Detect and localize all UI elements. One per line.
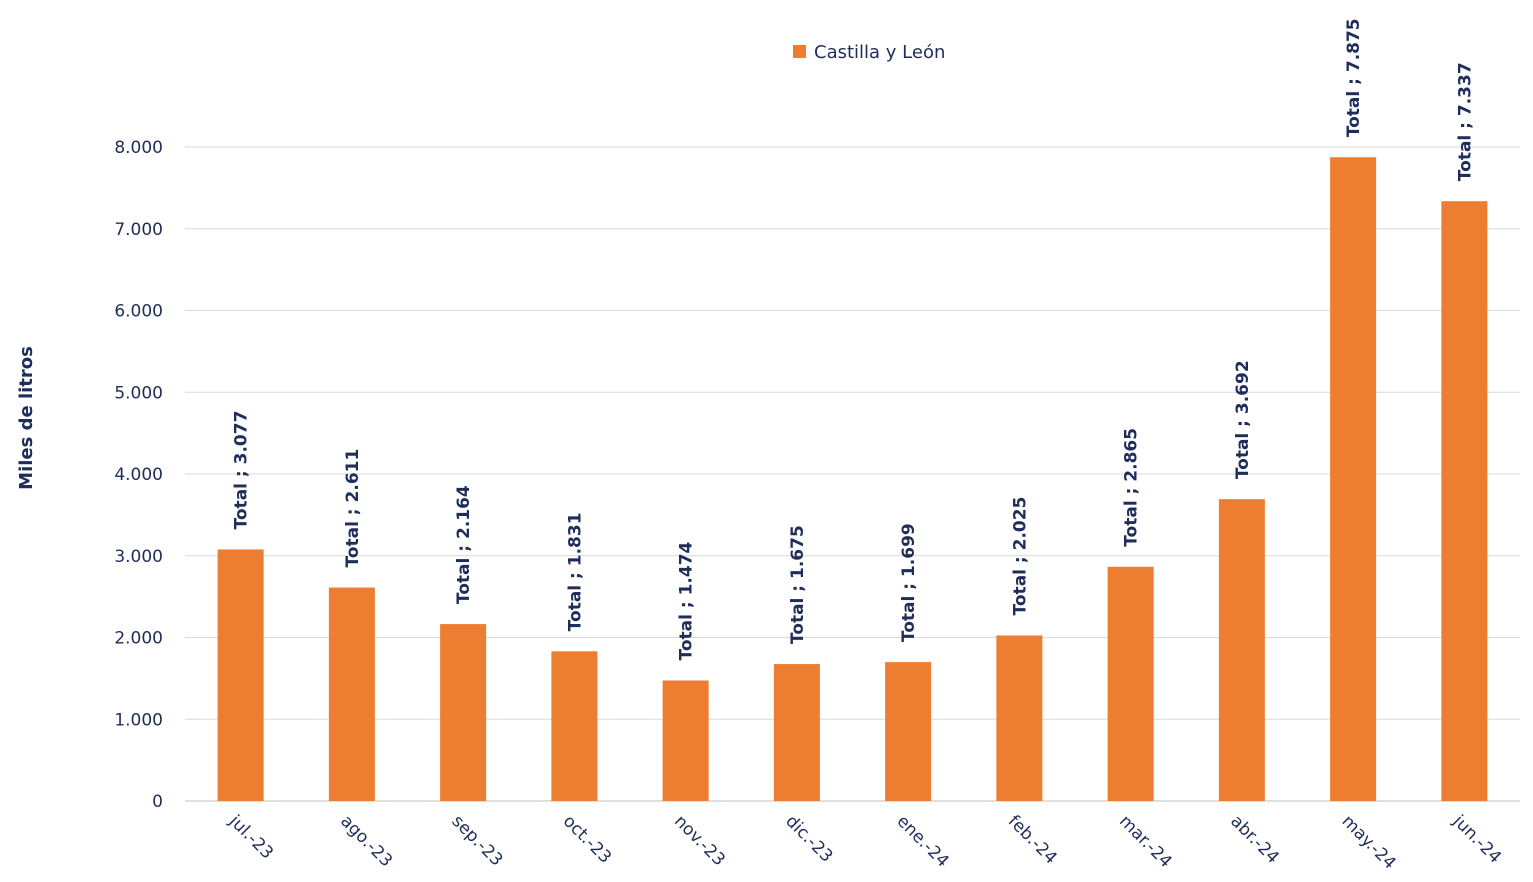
- data-label: Total ; 2.164: [454, 485, 474, 604]
- bar: [662, 680, 709, 801]
- data-label: Total ; 3.692: [1233, 360, 1253, 479]
- bar: [1441, 201, 1488, 801]
- x-tick-label: feb.-24: [1004, 811, 1061, 868]
- x-tick-label: nov.-23: [670, 811, 729, 870]
- bar: [328, 587, 375, 801]
- data-label: Total ; 1.699: [899, 523, 919, 642]
- data-label: Total ; 2.865: [1122, 428, 1142, 547]
- y-tick-label: 8.000: [114, 138, 163, 158]
- y-tick-label: 5.000: [114, 383, 163, 403]
- x-tick-label: jul.-23: [224, 811, 277, 864]
- y-tick-label: 4.000: [114, 465, 163, 485]
- bar: [885, 662, 932, 801]
- x-tick-label: ene.-24: [893, 811, 953, 871]
- x-tick-label: abr.-24: [1226, 811, 1282, 867]
- x-tick-label: jun.-24: [1448, 811, 1505, 868]
- y-tick-label: 3.000: [114, 547, 163, 567]
- bar: [1218, 499, 1265, 801]
- legend: Castilla y León: [793, 42, 945, 63]
- data-label: Total ; 1.831: [565, 512, 585, 631]
- y-tick-label: 2.000: [114, 629, 163, 649]
- legend-label: Castilla y León: [814, 42, 945, 63]
- gridlines: [185, 146, 1520, 802]
- data-label: Total ; 7.875: [1344, 18, 1364, 137]
- bars: [217, 157, 1488, 801]
- bar: [440, 624, 487, 801]
- data-label: Total ; 1.675: [788, 525, 808, 644]
- bar: [217, 549, 264, 801]
- legend-swatch: [793, 45, 806, 58]
- bar: [996, 635, 1043, 801]
- y-axis-title: Miles de litros: [16, 346, 37, 490]
- y-tick-label: 1.000: [114, 710, 163, 730]
- data-labels: Total ; 3.077 Total ; 2.611 Total ; 2.164 T…: [232, 18, 1476, 660]
- y-tick-label: 6.000: [114, 302, 163, 322]
- x-tick-label: sep.-23: [448, 811, 507, 870]
- bar: [1107, 566, 1154, 801]
- bar: [1330, 157, 1377, 801]
- data-label: Total ; 1.474: [677, 541, 697, 660]
- x-tick-label: dic.-23: [781, 811, 836, 866]
- x-tick-label: oct.-23: [559, 811, 615, 867]
- x-axis-ticks: jul.-23 ago.-23 sep.-23 oct.-23 nov.-23 dic.-…: [224, 811, 1505, 874]
- bar: [773, 664, 820, 801]
- y-axis-ticks: 0 1.000 2.000 3.000 4.000 5.000 6.000 7.000 8.00…: [114, 138, 163, 812]
- data-label: Total ; 2.611: [343, 449, 363, 568]
- data-label: Total ; 2.025: [1010, 497, 1030, 616]
- y-tick-label: 0: [152, 792, 163, 812]
- data-label: Total ; 7.337: [1455, 62, 1475, 181]
- data-label: Total ; 3.077: [232, 411, 252, 530]
- bar: [551, 651, 598, 801]
- y-tick-label: 7.000: [114, 220, 163, 240]
- x-tick-label: mar.-24: [1115, 811, 1176, 872]
- x-tick-label: ago.-23: [336, 811, 396, 871]
- x-tick-label: may.-24: [1338, 811, 1400, 873]
